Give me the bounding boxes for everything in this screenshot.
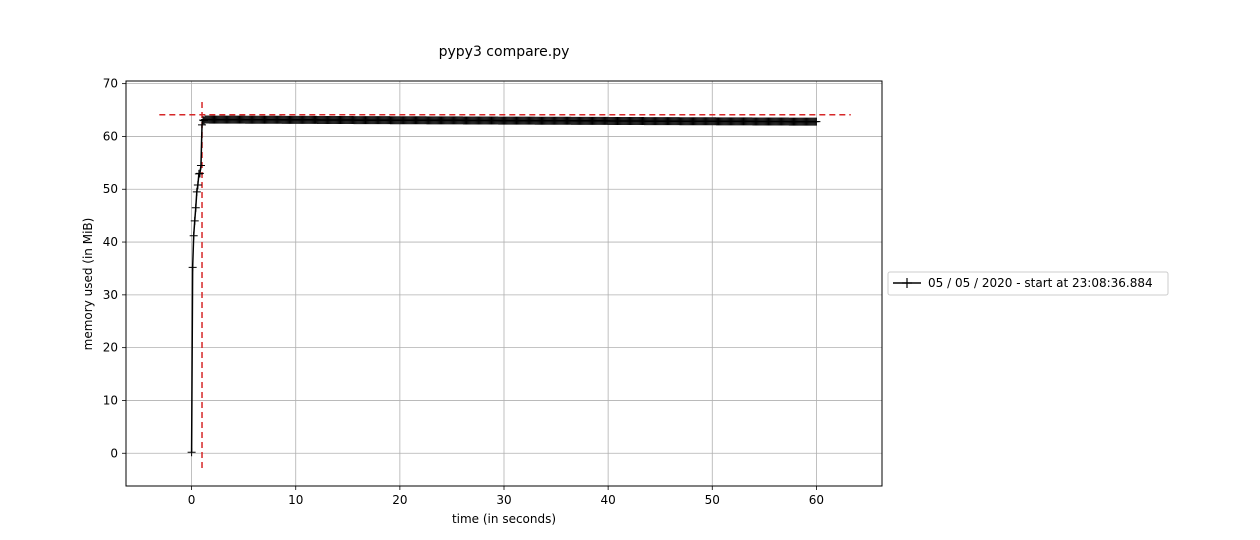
x-tick-label: 10 bbox=[288, 493, 303, 507]
threshold-lines bbox=[159, 98, 851, 469]
data-point bbox=[196, 161, 205, 170]
data-point bbox=[189, 231, 198, 240]
y-tick-label: 20 bbox=[103, 341, 118, 355]
grid-lines bbox=[126, 81, 882, 486]
y-tick-label: 30 bbox=[103, 288, 118, 302]
series-layer bbox=[187, 115, 821, 457]
data-point bbox=[194, 169, 203, 178]
y-tick-label: 40 bbox=[103, 235, 118, 249]
y-axis-ticks: 0 10 20 30 40 50 60 70 bbox=[103, 77, 126, 460]
data-point bbox=[812, 117, 821, 126]
data-point bbox=[187, 448, 196, 457]
data-point bbox=[198, 120, 207, 129]
x-tick-label: 20 bbox=[392, 493, 407, 507]
y-tick-label: 60 bbox=[103, 129, 118, 143]
data-point bbox=[190, 216, 199, 225]
y-tick-label: 50 bbox=[103, 182, 118, 196]
legend-box bbox=[887, 271, 1169, 296]
x-tick-label: 30 bbox=[496, 493, 511, 507]
x-tick-label: 0 bbox=[188, 493, 196, 507]
series-markers bbox=[187, 115, 821, 457]
legend-entry: 05 / 05 / 2020 - start at 23:08:36.884 bbox=[928, 276, 1153, 290]
data-point bbox=[193, 181, 202, 190]
y-tick-label: 70 bbox=[103, 77, 118, 91]
x-tick-label: 60 bbox=[809, 493, 824, 507]
x-axis-label: time (in seconds) bbox=[452, 512, 556, 526]
chart-title: pypy3 compare.py bbox=[439, 44, 570, 60]
data-point bbox=[192, 187, 201, 196]
x-axis-ticks: 0 10 20 30 40 50 60 bbox=[188, 486, 824, 507]
data-point bbox=[191, 203, 200, 212]
y-axis-label: memory used (in MiB) bbox=[81, 218, 95, 351]
data-point bbox=[195, 169, 204, 178]
data-point bbox=[188, 263, 197, 272]
y-tick-label: 0 bbox=[110, 446, 118, 460]
x-tick-label: 50 bbox=[705, 493, 720, 507]
legend: 05 / 05 / 2020 - start at 23:08:36.884 bbox=[887, 271, 1169, 296]
y-tick-label: 10 bbox=[103, 393, 118, 407]
x-tick-label: 40 bbox=[600, 493, 615, 507]
